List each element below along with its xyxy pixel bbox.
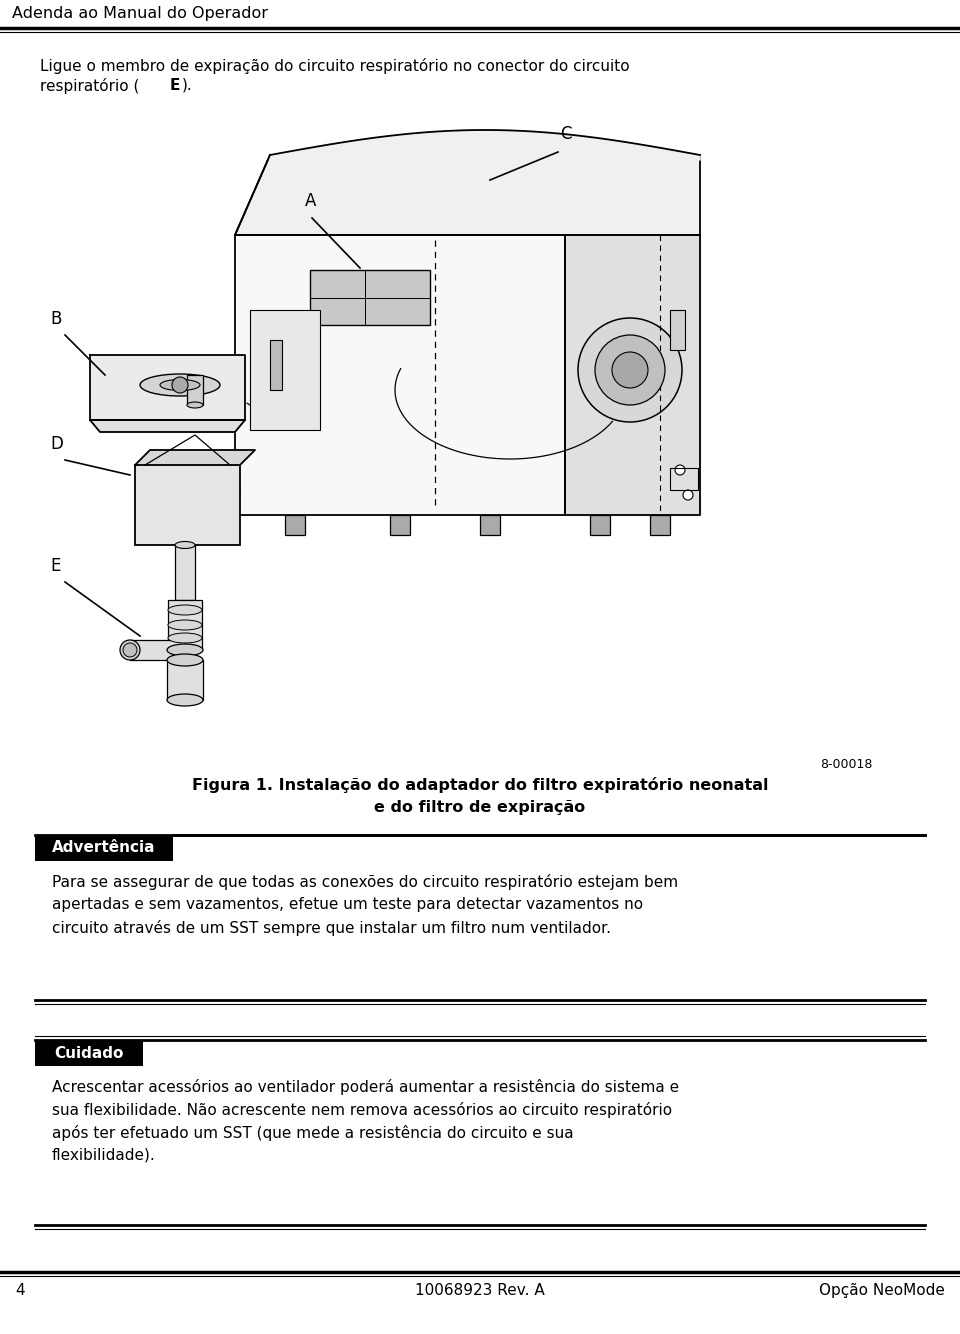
Text: após ter efetuado um SST (que mede a resistência do circuito e sua: após ter efetuado um SST (que mede a res… [52, 1125, 574, 1141]
Ellipse shape [175, 542, 195, 548]
Circle shape [578, 317, 682, 422]
Polygon shape [90, 420, 245, 432]
Ellipse shape [140, 374, 220, 396]
Polygon shape [235, 235, 565, 515]
Bar [130, 640, 185, 660]
Circle shape [123, 643, 137, 658]
Text: circuito através de um SST sempre que instalar um filtro num ventilador.: circuito através de um SST sempre que in… [52, 920, 611, 936]
Text: Opção NeoMode: Opção NeoMode [819, 1283, 945, 1298]
Bar [670, 309, 685, 350]
Polygon shape [235, 155, 700, 235]
Bar [670, 468, 698, 490]
Text: respiratório (: respiratório ( [40, 77, 139, 93]
Bar [270, 340, 282, 390]
Bar [285, 515, 305, 535]
Bar [590, 515, 610, 535]
Circle shape [683, 490, 693, 500]
Bar [390, 515, 410, 535]
Text: Ligue o membro de expiração do circuito respiratório no conector do circuito: Ligue o membro de expiração do circuito … [40, 57, 630, 73]
Bar [187, 375, 203, 406]
Text: Advertência: Advertência [52, 840, 156, 855]
Text: sua flexibilidade. Não acrescente nem remova acessórios ao circuito respiratório: sua flexibilidade. Não acrescente nem re… [52, 1102, 672, 1118]
Bar [250, 309, 320, 430]
Text: apertadas e sem vazamentos, efetue um teste para detectar vazamentos no: apertadas e sem vazamentos, efetue um te… [52, 896, 643, 912]
Bar [480, 515, 500, 535]
Text: Acrescentar acessórios ao ventilador poderá aumentar a resistência do sistema e: Acrescentar acessórios ao ventilador pod… [52, 1079, 679, 1095]
Text: 10068923 Rev. A: 10068923 Rev. A [415, 1283, 545, 1298]
Text: E: E [170, 77, 180, 93]
Ellipse shape [167, 694, 203, 706]
Ellipse shape [168, 620, 202, 630]
Polygon shape [270, 129, 700, 160]
Ellipse shape [167, 654, 203, 666]
Bar [167, 660, 203, 700]
Text: C: C [560, 125, 571, 143]
Circle shape [172, 378, 188, 394]
Text: A: A [305, 192, 317, 209]
Bar [135, 466, 240, 546]
Text: flexibilidade).: flexibilidade). [52, 1149, 156, 1163]
Text: Adenda ao Manual do Operador: Adenda ao Manual do Operador [12, 5, 268, 21]
Text: e do filtro de expiração: e do filtro de expiração [374, 800, 586, 815]
Bar [175, 546, 195, 600]
Text: B: B [50, 309, 61, 328]
Ellipse shape [160, 379, 200, 391]
Polygon shape [135, 450, 255, 466]
Bar [650, 515, 670, 535]
Ellipse shape [120, 640, 140, 660]
Polygon shape [565, 235, 700, 515]
Bar [168, 600, 202, 650]
Ellipse shape [168, 606, 202, 615]
Text: Para se assegurar de que todas as conexões do circuito respiratório estejam bem: Para se assegurar de que todas as conexõ… [52, 874, 678, 890]
Text: D: D [50, 435, 62, 454]
Text: 4: 4 [15, 1283, 25, 1298]
Text: E: E [50, 558, 60, 575]
Circle shape [612, 352, 648, 388]
Ellipse shape [187, 402, 203, 408]
Circle shape [595, 335, 665, 406]
Text: Figura 1. Instalação do adaptador do filtro expiratório neonatal: Figura 1. Instalação do adaptador do fil… [192, 776, 768, 792]
Bar [35, 835, 173, 860]
Circle shape [675, 466, 685, 475]
Bar [310, 269, 430, 325]
Text: ).: ). [182, 77, 193, 93]
Text: Cuidado: Cuidado [55, 1046, 124, 1061]
Ellipse shape [168, 634, 202, 643]
Polygon shape [90, 355, 245, 420]
Bar [35, 1041, 143, 1066]
Text: 8-00018: 8-00018 [820, 758, 873, 771]
Ellipse shape [167, 644, 203, 656]
